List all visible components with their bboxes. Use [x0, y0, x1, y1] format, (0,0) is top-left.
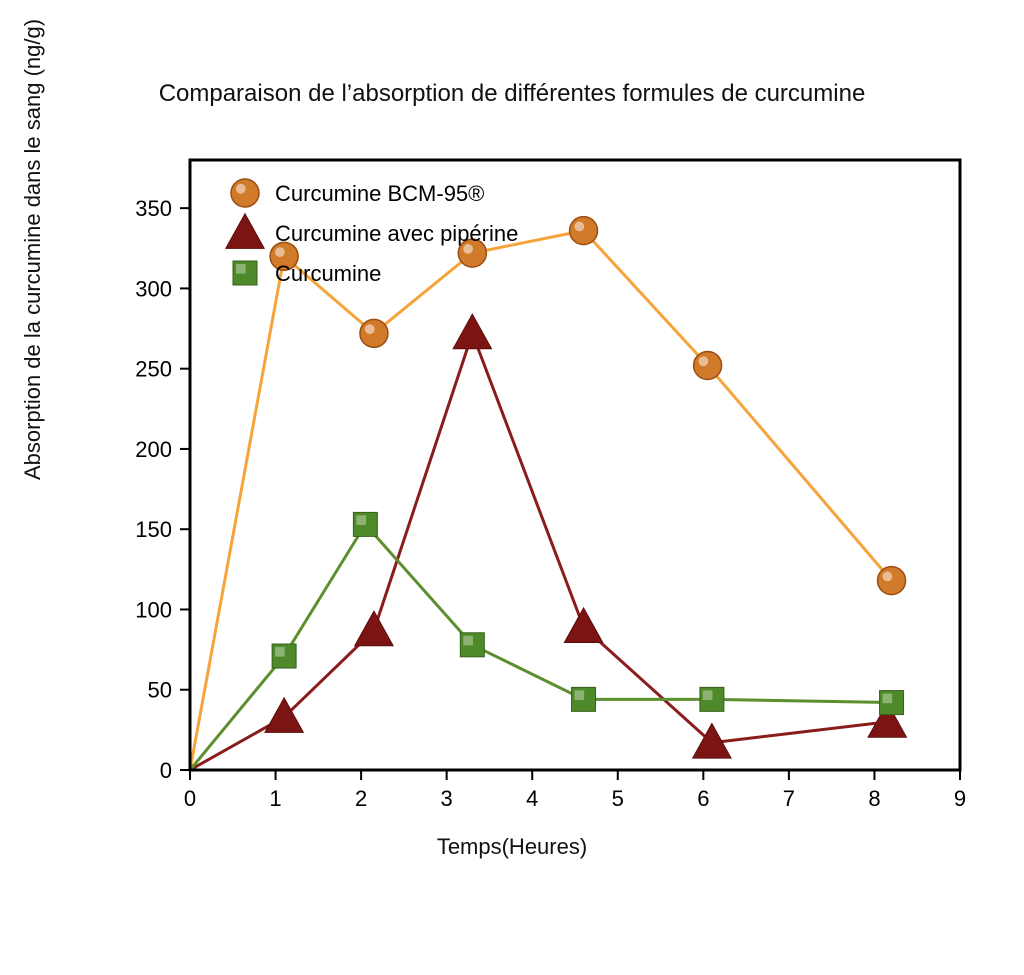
- y-tick-label: 150: [135, 517, 172, 542]
- x-tick-label: 2: [355, 786, 367, 811]
- x-axis-label: Temps(Heures): [0, 834, 1024, 860]
- y-axis-label: Absorption de la curcumine dans le sang …: [20, 19, 46, 480]
- x-tick-label: 3: [441, 786, 453, 811]
- x-tick-label: 5: [612, 786, 624, 811]
- x-tick-label: 7: [783, 786, 795, 811]
- x-tick-label: 1: [269, 786, 281, 811]
- x-tick-label: 0: [184, 786, 196, 811]
- legend-label-curcumine: Curcumine: [275, 261, 381, 286]
- chart-title: Comparaison de l’absorption de différent…: [0, 80, 1024, 108]
- y-tick-label: 50: [148, 678, 172, 703]
- y-tick-label: 200: [135, 437, 172, 462]
- y-tick-label: 350: [135, 196, 172, 221]
- y-tick-label: 250: [135, 357, 172, 382]
- y-tick-label: 0: [160, 758, 172, 783]
- y-tick-label: 100: [135, 597, 172, 622]
- plot-area: 0 50 100 150 200 250 300 350 0 1 2 3 4 5 6 7 8 9 Curcumine…: [100, 150, 980, 845]
- chart-svg: 0 50 100 150 200 250 300 350 0 1 2 3 4 5 6 7 8 9 Curcumine…: [100, 150, 980, 840]
- y-tick-label: 300: [135, 276, 172, 301]
- x-tick-label: 9: [954, 786, 966, 811]
- x-tick-label: 4: [526, 786, 538, 811]
- x-tick-label: 6: [697, 786, 709, 811]
- chart-container: Comparaison de l’absorption de différent…: [0, 0, 1024, 975]
- legend-label-bcm95: Curcumine BCM-95®: [275, 181, 484, 206]
- legend-label-piperine: Curcumine avec pipérine: [275, 221, 518, 246]
- x-tick-label: 8: [868, 786, 880, 811]
